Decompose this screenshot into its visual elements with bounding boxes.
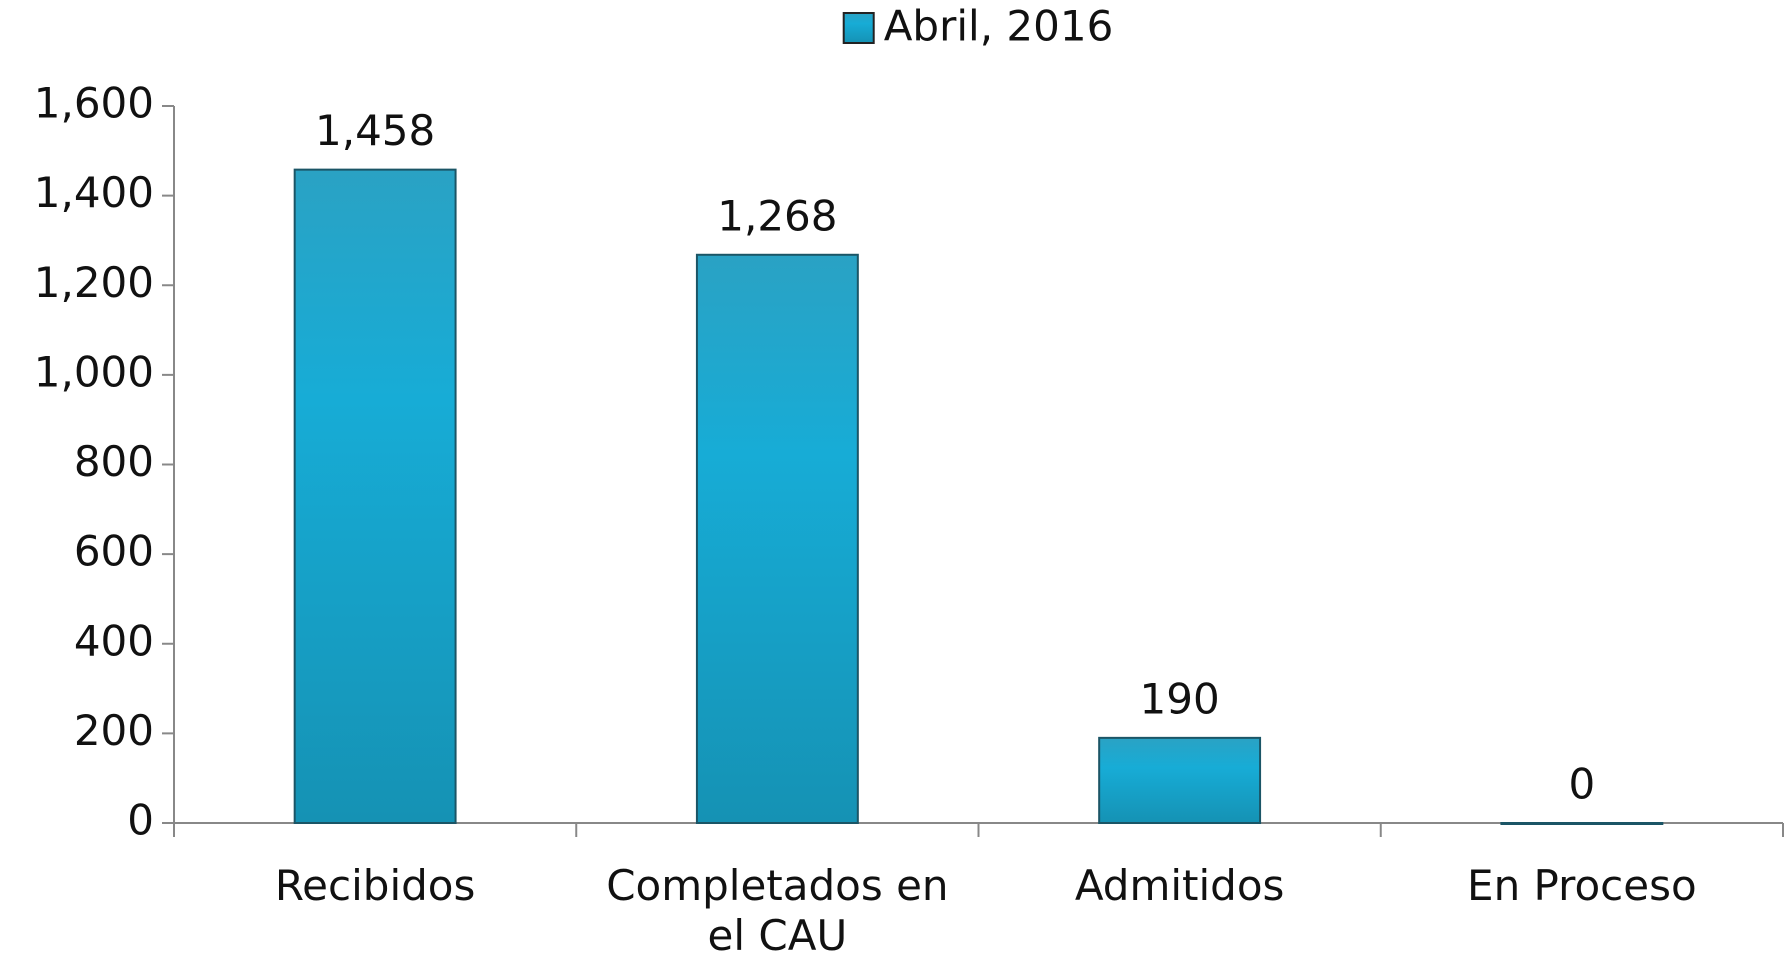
y-tick-label: 200 — [74, 706, 154, 755]
data-label: 1,268 — [717, 191, 837, 240]
bar — [1500, 822, 1664, 825]
legend-label: Abril, 2016 — [884, 2, 1114, 51]
y-tick-label: 0 — [127, 796, 154, 845]
x-tick-label: Completados en el CAU — [606, 861, 949, 958]
x-tick-label: Admitidos — [1074, 861, 1285, 910]
y-tick-label: 800 — [74, 437, 154, 486]
bar — [695, 253, 859, 824]
data-label: 1,458 — [315, 106, 435, 155]
bar — [293, 168, 457, 825]
x-tick-label: En Proceso — [1467, 861, 1697, 910]
data-label: 190 — [1140, 674, 1220, 723]
y-tick-label: 1,600 — [34, 79, 154, 128]
y-tick-label: 600 — [74, 527, 154, 576]
bar — [1098, 736, 1262, 825]
x-tick-label: Recibidos — [274, 861, 476, 910]
y-tick-label: 1,000 — [34, 347, 154, 396]
y-tick-label: 1,200 — [34, 258, 154, 307]
legend-swatch — [842, 12, 875, 44]
y-tick-label: 1,400 — [34, 168, 154, 217]
y-tick-label: 400 — [74, 616, 154, 665]
data-label: 0 — [1569, 760, 1596, 809]
